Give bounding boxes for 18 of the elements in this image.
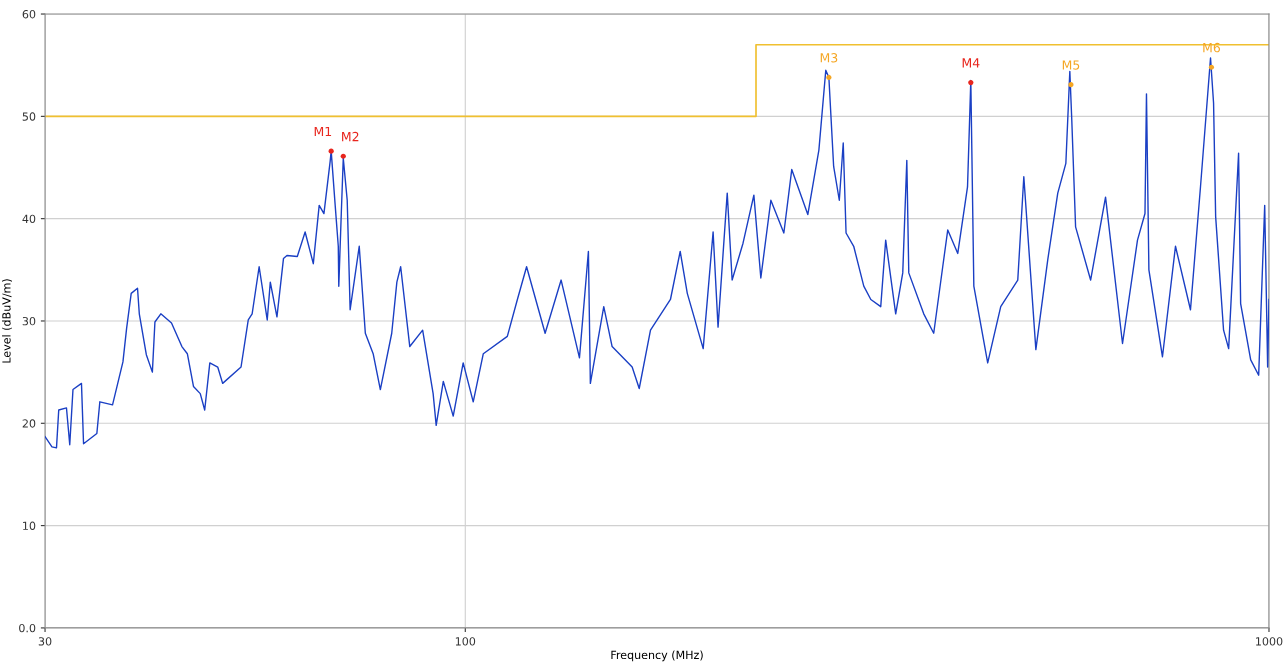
x-tick-label: 1000 <box>1256 637 1283 646</box>
y-tick-label: 40 <box>22 214 36 224</box>
y-tick-label: 30 <box>22 316 36 326</box>
y-tick-label: 20 <box>22 419 36 428</box>
annotation: M2 <box>342 131 359 142</box>
y-tick-label: 60 <box>22 10 36 19</box>
annotation: M5 <box>1062 60 1080 70</box>
x-tick-label: 30 <box>38 637 52 646</box>
y-tick-label: 0.0 <box>19 623 36 633</box>
annotation: M1 <box>314 126 332 137</box>
annotation: M6 <box>1203 42 1221 53</box>
y-tick-label: 50 <box>22 112 36 121</box>
y-tick-label: 10 <box>23 521 36 530</box>
x-tick-label: 100 <box>455 637 476 646</box>
y-axis-title: Level (dBuV/m) <box>2 279 12 363</box>
annotation: M3 <box>820 53 838 63</box>
annotation: M4 <box>962 58 980 68</box>
x-axis-title: Frequency (MHz) <box>611 650 703 662</box>
